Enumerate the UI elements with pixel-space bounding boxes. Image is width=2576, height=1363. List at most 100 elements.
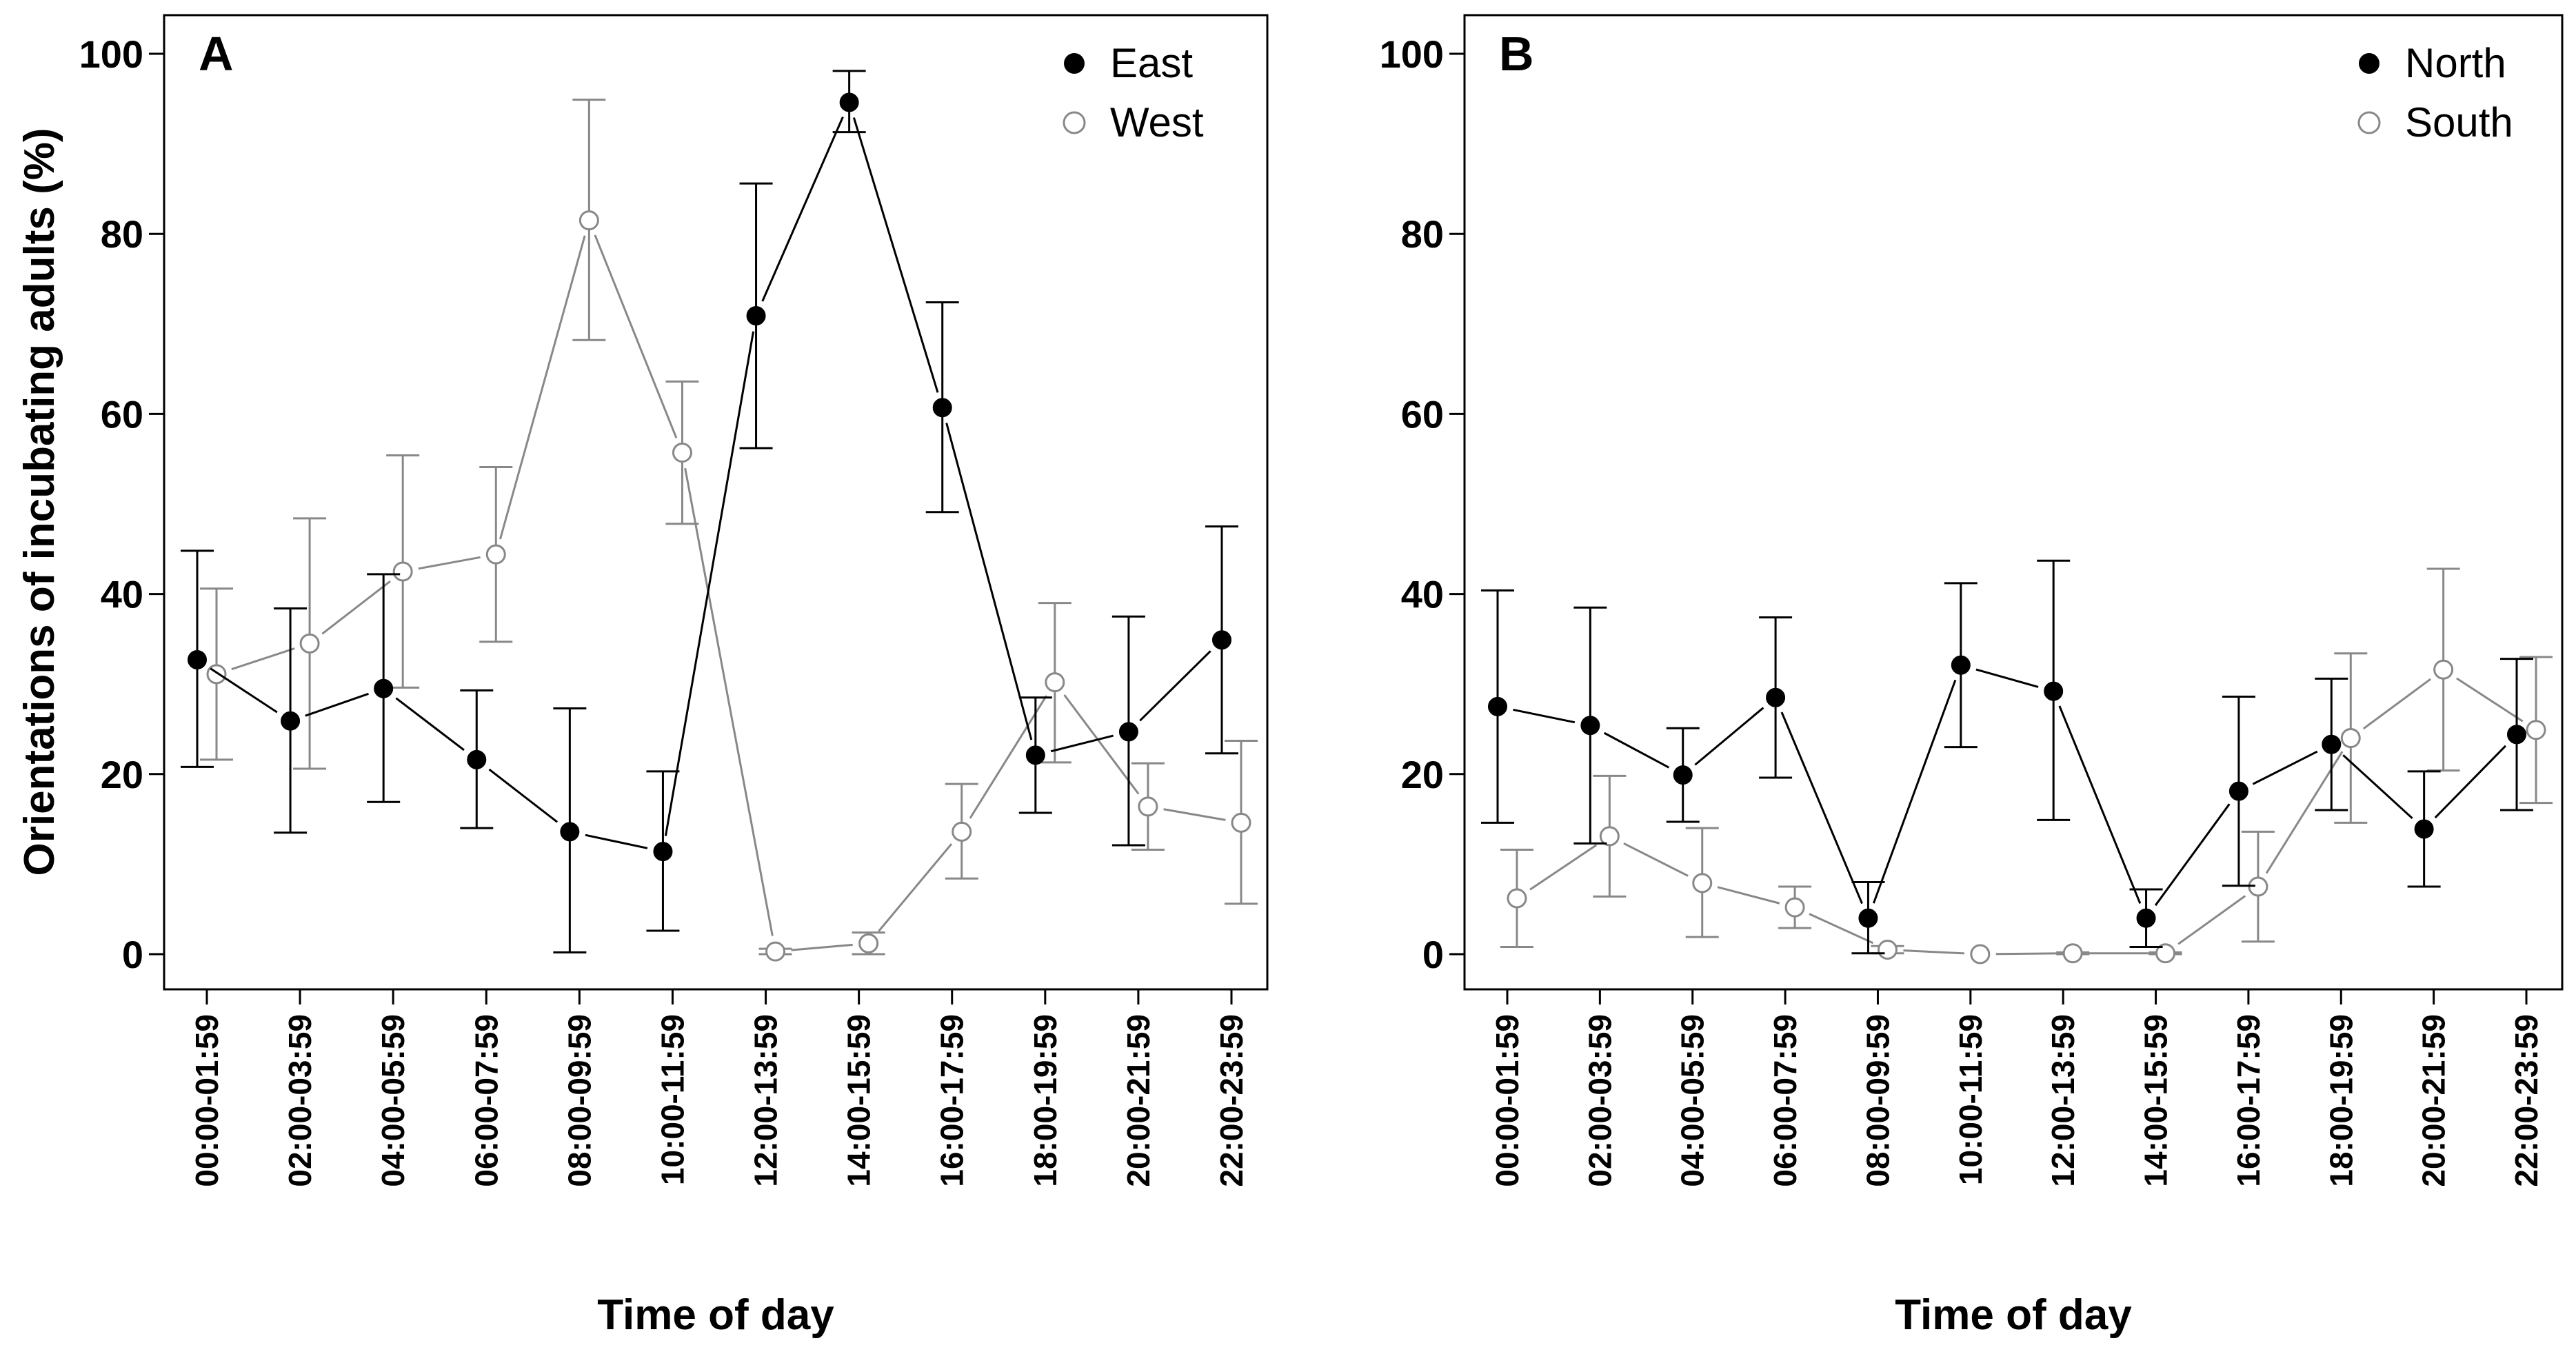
x-tick-label: 16:00-17:59 — [2231, 1014, 2266, 1187]
series-line-segment — [1903, 949, 1964, 955]
data-point — [2507, 725, 2526, 745]
x-tick-label: 10:00-11:59 — [654, 1014, 690, 1185]
x-tick-label: 12:00-13:59 — [2045, 1014, 2081, 1187]
series-north — [1481, 559, 2533, 955]
series-line-segment — [664, 331, 755, 836]
series-line-segment — [488, 768, 559, 823]
x-tick-label: 08:00-09:59 — [1860, 1014, 1895, 1187]
data-point — [1507, 888, 1527, 909]
x-tick-label: 06:00-07:59 — [468, 1014, 504, 1187]
y-tick-label: 20 — [101, 753, 143, 796]
series-line-segment — [761, 117, 844, 302]
data-point — [1212, 630, 1231, 650]
x-tick-label: 00:00-01:59 — [1489, 1014, 1525, 1187]
panel-label: A — [199, 27, 234, 81]
data-point — [653, 842, 673, 862]
data-point — [2044, 681, 2064, 701]
data-point — [858, 933, 879, 953]
panel-label: B — [1499, 27, 1534, 81]
x-tick-label: 18:00-19:59 — [2323, 1014, 2359, 1187]
data-point — [206, 664, 227, 685]
series-line-segment — [1603, 731, 1670, 769]
series-line-segment — [1063, 694, 1140, 795]
series-line-segment — [969, 695, 1047, 819]
y-tick-label: 100 — [79, 32, 143, 76]
series-line-segment — [852, 117, 939, 393]
data-point — [1580, 716, 1600, 736]
x-tick-label: 14:00-15:59 — [841, 1014, 877, 1187]
data-point — [952, 821, 972, 842]
series-line-segment — [2362, 678, 2432, 730]
series-line-segment — [1809, 913, 1874, 945]
y-tick-label: 40 — [1401, 573, 1444, 616]
series-line-segment — [1975, 668, 2039, 688]
plot-frame — [163, 14, 1269, 991]
panel-a: 0 20 40 60 80 100 00:00-01:59 02:00-03:59 04:00-… — [79, 14, 1269, 1339]
data-point — [1045, 672, 1065, 693]
x-tick-label: 12:00-13:59 — [748, 1014, 784, 1187]
series-line-segment — [305, 692, 369, 717]
series-line-segment — [2265, 751, 2344, 874]
data-point — [2155, 943, 2176, 964]
data-point — [765, 941, 786, 962]
series-line-segment — [2456, 677, 2524, 723]
series-line-segment — [2252, 750, 2318, 785]
x-axis-title: Time of day — [1895, 1291, 2132, 1339]
data-point — [1766, 687, 1786, 707]
series-line-segment — [1163, 808, 1226, 821]
series-line-segment — [878, 843, 953, 932]
data-point — [485, 544, 506, 565]
data-point — [2526, 720, 2546, 740]
series-line-segment — [1139, 650, 1211, 722]
legend-marker — [2357, 111, 2381, 134]
data-point — [2414, 819, 2434, 839]
x-tick-label: 04:00-05:59 — [1675, 1014, 1711, 1187]
legend-label: East — [1110, 40, 1193, 86]
data-point — [1673, 765, 1693, 785]
plot-frame — [1463, 14, 2564, 991]
data-point — [1877, 939, 1898, 960]
series-line-segment — [1694, 707, 1764, 766]
legend-marker — [2359, 53, 2379, 74]
data-point — [1951, 655, 1971, 675]
legend: East West — [1063, 40, 1204, 145]
series-line-segment — [2058, 705, 2142, 905]
data-point — [1488, 696, 1507, 716]
series-line-segment — [1872, 679, 1957, 904]
x-tick-label: 20:00-21:59 — [2416, 1014, 2452, 1187]
x-axis-title: Time of day — [597, 1291, 834, 1339]
series-line-segment — [2434, 745, 2506, 819]
data-point — [1138, 796, 1158, 817]
legend: North South — [2357, 40, 2513, 145]
series-west — [200, 99, 1258, 962]
x-tick-label: 22:00-23:59 — [1214, 1014, 1249, 1187]
y-tick-label: 60 — [1401, 392, 1444, 436]
data-point — [932, 398, 952, 418]
data-point — [1784, 897, 1805, 918]
series-south — [1500, 567, 2553, 965]
x-tick-label: 18:00-19:59 — [1027, 1014, 1063, 1187]
data-point — [1599, 826, 1620, 847]
series-line-segment — [418, 556, 481, 570]
series-line-segment — [231, 647, 295, 671]
data-point — [374, 678, 394, 698]
series-line-segment — [1050, 734, 1114, 753]
x-tick-label: 04:00-05:59 — [375, 1014, 411, 1187]
series-line-segment — [499, 235, 586, 540]
data-point — [2340, 728, 2361, 749]
panel-b: 0 20 40 60 80 100 00:00-01:59 02:00-03:59 04:00-… — [1380, 14, 2564, 1339]
series-line-segment — [945, 423, 1033, 740]
series-line-segment — [395, 697, 465, 751]
y-tick-label: 0 — [122, 933, 143, 976]
x-tick-label: 02:00-03:59 — [282, 1014, 318, 1187]
data-point — [578, 210, 599, 231]
y-axis-title: Orientations of incubating adults (%) — [16, 128, 63, 876]
legend-marker — [1063, 111, 1086, 134]
data-point — [1858, 908, 1878, 928]
series-line-segment — [684, 467, 774, 936]
series-line-segment — [585, 834, 648, 849]
y-tick-label: 40 — [101, 573, 143, 616]
y-tick-label: 20 — [1401, 753, 1444, 796]
data-point — [672, 443, 692, 463]
series-line-segment — [2177, 895, 2246, 945]
